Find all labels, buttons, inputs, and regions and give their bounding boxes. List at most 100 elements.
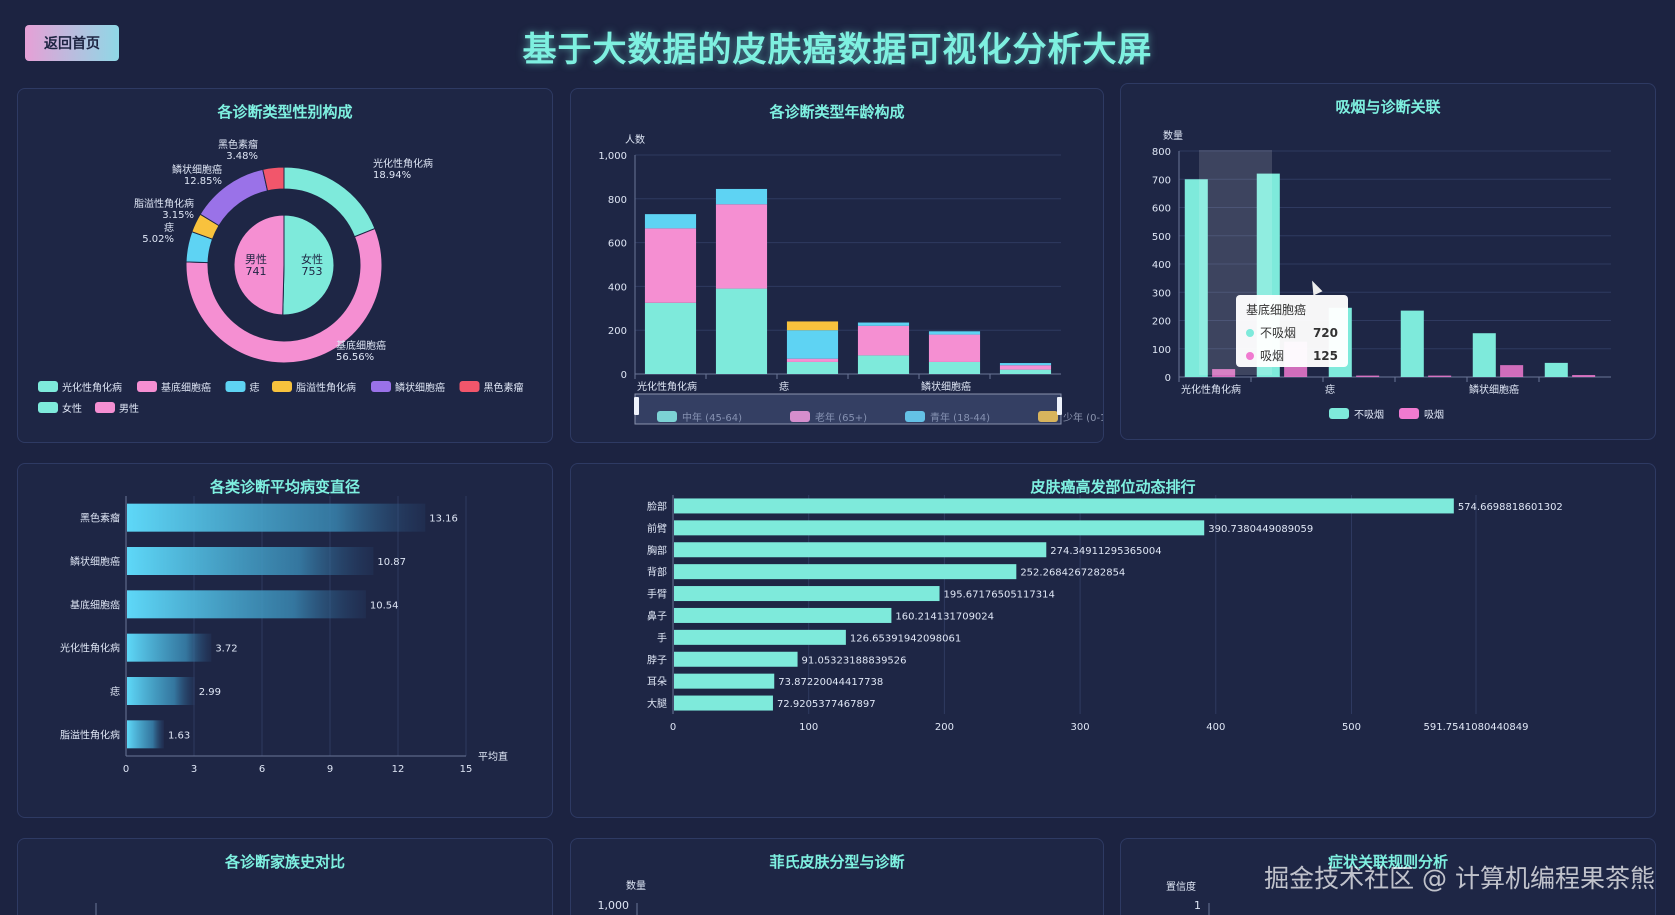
bar	[928, 361, 981, 374]
data-label: 252.2684267282854	[1020, 568, 1125, 579]
tick-label: 100	[1152, 345, 1171, 356]
tick-label: 400	[1152, 260, 1171, 271]
tooltip-value: 125	[1312, 348, 1338, 363]
zoom-handle	[634, 397, 639, 415]
tick-label: 200	[608, 326, 627, 337]
data-label: 13.16	[429, 514, 458, 525]
bar	[674, 629, 846, 645]
gender-panel-title: 各诊断类型性别构成	[217, 103, 353, 121]
bar	[928, 334, 981, 362]
slice-label: 痣 5.02%	[142, 221, 174, 245]
back-home-button[interactable]: 返回首页	[25, 25, 119, 61]
bar	[786, 321, 839, 331]
bar	[1572, 375, 1596, 377]
rules-panel-title: 症状关联规则分析	[1327, 853, 1448, 871]
pie-slice-outer	[262, 166, 285, 192]
bar	[786, 330, 839, 359]
tick-label: 胸部	[647, 544, 667, 557]
tick-label: 1,000	[598, 151, 627, 162]
tick-label: 500	[1342, 722, 1361, 733]
data-label: 126.65391942098061	[850, 633, 961, 644]
fitz-chart: 数量 1,000	[598, 879, 646, 915]
data-label: 10.87	[377, 557, 406, 568]
legend-swatch	[905, 411, 925, 422]
page-title: 基于大数据的皮肤癌数据可视化分析大屏	[522, 30, 1153, 70]
bar	[715, 188, 768, 205]
data-label: 390.7380449089059	[1208, 524, 1313, 535]
tick-label: 背部	[647, 566, 667, 579]
bar	[715, 204, 768, 289]
legend-label: 黑色素瘤	[484, 381, 524, 394]
pie-slice-inner	[233, 214, 285, 316]
tick-label: 1	[1194, 899, 1201, 912]
age-panel-title: 各诊断类型年龄构成	[769, 103, 905, 121]
tooltip-dot	[1246, 351, 1254, 360]
data-label: 72.9205377467897	[777, 699, 876, 710]
tick-label: 400	[608, 282, 627, 293]
bar	[644, 228, 697, 303]
legend-swatch	[38, 381, 58, 392]
legend-label: 脂溢性角化病	[296, 381, 356, 394]
slice-label: 黑色素瘤 3.48%	[218, 138, 258, 162]
bar	[127, 720, 164, 749]
age-panel: 各诊断类型年龄构成 人数 0 200 400 600 800 1,000 光化性角化病 痣 鳞状细…	[570, 88, 1104, 443]
bar	[715, 288, 768, 374]
family-panel: 各诊断家族史对比	[17, 838, 553, 915]
tick-label: 脸部	[647, 500, 667, 513]
tooltip-dot	[1246, 328, 1254, 337]
slice-label: 男性 741	[245, 252, 267, 278]
tick-label: 前臂	[647, 522, 667, 535]
tick-label: 黑色素瘤	[80, 512, 120, 525]
slice-label: 光化性角化病 18.94%	[373, 157, 433, 181]
tick-label: 9	[327, 764, 333, 775]
slice-label: 鳞状细胞癌 12.85%	[172, 163, 222, 187]
tick-label: 0	[1165, 373, 1171, 384]
data-label: 91.05323188839526	[802, 655, 907, 666]
tick-label: 脂溢性角化病	[60, 728, 120, 741]
bar	[928, 331, 981, 335]
tick-label: 鳞状细胞癌	[1469, 383, 1519, 396]
legend-swatch	[272, 381, 292, 392]
tick-label: 脖子	[647, 653, 667, 666]
tick-label: 15	[460, 764, 473, 775]
tick-label: 0	[670, 722, 676, 733]
tick-label: 200	[1152, 317, 1171, 328]
chart-tooltip: 基底细胞癌 不吸烟 720 吸烟 125	[1236, 295, 1348, 367]
legend-swatch	[1038, 411, 1058, 422]
bar	[674, 651, 798, 667]
tick-label: 痣	[1325, 383, 1335, 396]
data-label: 274.34911295365004	[1050, 546, 1161, 557]
tick-label: 600	[608, 239, 627, 250]
legend-label: 中年 (45-64)	[682, 411, 742, 424]
site-panel: 皮肤癌高发部位动态排行 0 100 200 300 400 500 591.75410804…	[570, 463, 1656, 818]
tick-label: 3	[191, 764, 197, 775]
axis-title: 人数	[625, 133, 645, 146]
legend-swatch	[1329, 408, 1349, 419]
tick-label: 光化性角化病	[60, 642, 120, 655]
bar	[1544, 362, 1568, 377]
bar	[674, 520, 1205, 536]
data-label: 1.63	[168, 730, 190, 741]
data-label: 10.54	[370, 600, 399, 611]
bar	[857, 355, 910, 374]
tick-label: 鼻子	[647, 609, 667, 622]
data-zoom-slider	[634, 393, 1062, 425]
bar	[1356, 375, 1380, 377]
bar	[1400, 310, 1424, 377]
tooltip-row: 吸烟 125	[1246, 347, 1338, 364]
tick-label: 591.7541080440849	[1424, 722, 1529, 733]
legend-swatch	[790, 411, 810, 422]
slice-label: 脂溢性角化病 3.15%	[134, 197, 194, 221]
legend-label: 少年 (0-17)	[1063, 411, 1104, 424]
tick-label: 大腿	[647, 697, 667, 710]
bar	[674, 542, 1047, 558]
tick-label: 6	[259, 764, 265, 775]
tick-label: 痣	[779, 380, 789, 393]
tick-label: 500	[1152, 232, 1171, 243]
tooltip-label: 吸烟	[1260, 349, 1285, 363]
legend-label: 男性	[119, 402, 139, 415]
bar	[644, 302, 697, 374]
tooltip-title: 基底细胞癌	[1246, 303, 1307, 317]
tooltip-label: 不吸烟	[1260, 326, 1297, 340]
bar	[127, 547, 374, 575]
